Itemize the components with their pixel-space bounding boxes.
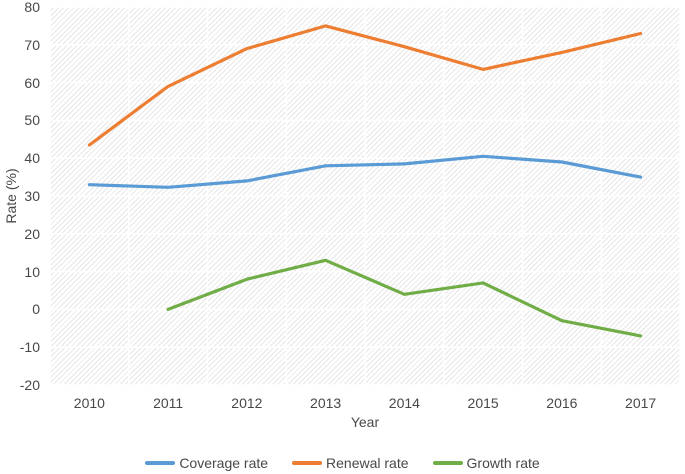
x-axis-title: Year: [350, 414, 380, 430]
y-tick-label: -10: [19, 339, 40, 356]
series-line-renewal-rate: [87, 24, 643, 147]
x-tick-label: 2013: [310, 395, 342, 411]
legend-label: Growth rate: [466, 455, 540, 471]
legend-line-swatch: [432, 461, 463, 465]
y-tick-label: 30: [24, 188, 40, 204]
x-tick-label: 2011: [153, 395, 184, 411]
y-tick-label: 80: [24, 0, 40, 15]
x-tick-label: 2015: [467, 395, 499, 411]
series-line-growth-rate: [166, 258, 643, 338]
legend-line-swatch: [145, 461, 176, 465]
x-tick-label: 2017: [625, 395, 657, 411]
x-tick-label: 2012: [231, 395, 263, 411]
plot-svg: [49, 6, 681, 386]
legend-line-swatch: [292, 461, 323, 465]
x-tick-label: 2014: [388, 395, 420, 411]
plot-area: [49, 6, 681, 386]
legend: Coverage rate Renewal rate Growth rate: [0, 452, 685, 474]
y-tick-label: 50: [24, 112, 40, 129]
y-tick-label: 40: [24, 150, 40, 167]
y-tick-label: 0: [32, 301, 40, 318]
y-tick-label: 60: [24, 74, 40, 91]
x-tick-label: 2010: [73, 395, 105, 411]
series-line-coverage-rate: [87, 154, 643, 189]
legend-item-growth-rate: Growth rate: [432, 455, 540, 471]
y-tick-label: 10: [24, 263, 40, 280]
legend-item-renewal-rate: Renewal rate: [292, 455, 409, 471]
legend-label: Renewal rate: [326, 455, 409, 471]
legend-label: Coverage rate: [179, 455, 269, 471]
y-tick-label: 70: [24, 36, 40, 53]
legend-item-coverage-rate: Coverage rate: [145, 455, 268, 471]
y-tick-label: 20: [24, 225, 40, 242]
y-tick-label: -20: [19, 377, 40, 393]
x-tick-label: 2016: [546, 395, 578, 411]
